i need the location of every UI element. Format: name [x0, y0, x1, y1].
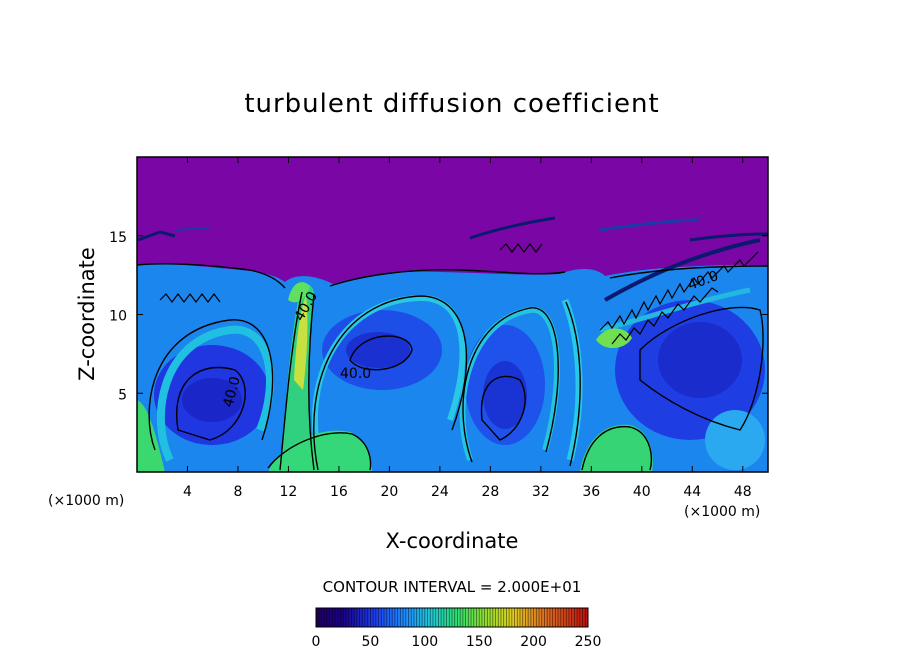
- ripple-contours: [159, 243, 759, 345]
- upper-filament: [604, 238, 761, 302]
- upper-filament: [137, 230, 176, 242]
- x-tick-label: 8: [233, 484, 242, 500]
- cyan-filament: [156, 325, 274, 462]
- x-tick-label: 20: [380, 484, 398, 500]
- green-patch: [268, 430, 372, 472]
- colorbar-tick-label: 150: [466, 634, 493, 650]
- x-axis-unit-right: (×1000 m): [684, 504, 760, 520]
- x-axis-label: X-coordinate: [386, 529, 519, 553]
- colorbar-tick-label: 250: [575, 634, 602, 650]
- upper-filament: [469, 216, 556, 240]
- z-tick-label: 15: [109, 230, 127, 246]
- upper-filament: [174, 227, 211, 231]
- cyan-filament: [599, 287, 751, 333]
- contour-interval-label: CONTOUR INTERVAL = 2.000E+01: [323, 578, 582, 596]
- x-axis-unit-left: (×1000 m): [48, 493, 124, 509]
- colorbar-tick-label: 100: [411, 634, 438, 650]
- green-patch: [288, 282, 310, 303]
- z-tick-label: 10: [109, 309, 127, 325]
- contour-lines: [137, 263, 768, 471]
- z-axis-ticks: 5 10 15: [109, 230, 768, 403]
- green-patch: [596, 328, 632, 349]
- x-tick-label: 4: [183, 484, 192, 500]
- eddy-cell: [346, 332, 410, 368]
- upper-filament: [599, 218, 701, 232]
- contour-label: 40.0: [220, 375, 244, 409]
- cyan-filament: [561, 298, 583, 461]
- x-axis-ticks: 4 8 12 16 20 24 28 32 36 40 44 48: [183, 157, 752, 500]
- x-tick-label: 44: [683, 484, 701, 500]
- eddy-cell: [658, 322, 742, 398]
- x-tick-label: 40: [633, 484, 651, 500]
- x-tick-label: 24: [431, 484, 449, 500]
- colorbar-lines: [315, 608, 589, 627]
- x-tick-label: 28: [481, 484, 499, 500]
- chart-title: turbulent diffusion coefficient: [244, 89, 659, 119]
- x-tick-label: 12: [280, 484, 298, 500]
- z-axis-label: Z-coordinate: [75, 247, 99, 381]
- contour-label: 40.0: [340, 366, 371, 382]
- upper-filament: [689, 232, 768, 242]
- x-tick-label: 32: [532, 484, 550, 500]
- x-tick-label: 16: [330, 484, 348, 500]
- x-tick-label: 36: [582, 484, 600, 500]
- colorbar-ticks: 0 50 100 150 200 250: [312, 634, 602, 650]
- yellow-core: [294, 296, 308, 390]
- eddy-cell: [182, 378, 242, 422]
- heatmap-field: 40.0 40.0 40.0 40.0: [137, 157, 768, 472]
- x-tick-label: 48: [734, 484, 752, 500]
- z-tick-label: 5: [118, 387, 127, 403]
- colorbar-tick-label: 50: [361, 634, 379, 650]
- colorbar-tick-label: 0: [312, 634, 321, 650]
- colorbar-tick-label: 200: [520, 634, 547, 650]
- eddy-cell: [705, 410, 765, 470]
